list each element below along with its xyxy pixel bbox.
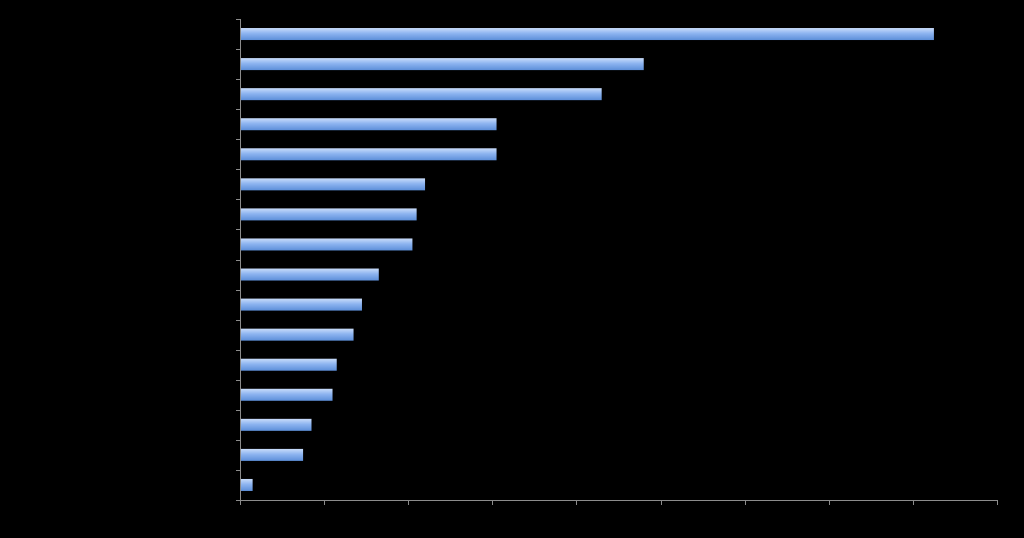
bar-4 [241, 118, 497, 131]
bar-6 [241, 178, 426, 191]
bar-12 [241, 358, 337, 371]
bar-14 [241, 418, 312, 431]
bar-16 [241, 478, 253, 491]
bar-8 [241, 238, 413, 251]
chart-axes [236, 19, 998, 505]
bar-5 [241, 148, 497, 161]
bar-11 [241, 328, 354, 341]
bar-2 [241, 58, 644, 71]
bar-9 [241, 268, 379, 281]
bar-13 [241, 388, 333, 401]
bar-7 [241, 208, 417, 221]
bar-3 [241, 88, 602, 101]
bar-15 [241, 448, 304, 461]
bar-series [241, 28, 934, 491]
bar-10 [241, 298, 362, 311]
bar-1 [241, 28, 934, 41]
